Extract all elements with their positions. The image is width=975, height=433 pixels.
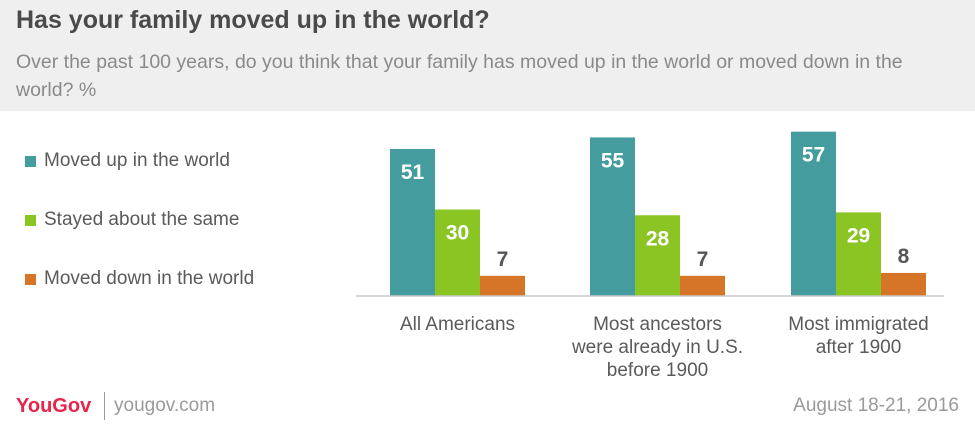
legend-label-moved-up: Moved up in the world <box>44 150 230 171</box>
chart-subtitle: Over the past 100 years, do you think th… <box>16 51 903 101</box>
footer-site: yougov.com <box>114 395 216 416</box>
legend-item-moved-down: Moved down in the world <box>25 267 254 291</box>
value-label-stayed-3: 29 <box>847 224 870 247</box>
value-label-moved-up-1: 51 <box>401 161 425 184</box>
chart-title: Has your family moved up in the world? <box>16 6 490 34</box>
category-label-1-line-1: All Americans <box>400 314 515 335</box>
value-label-moved-down-3: 8 <box>898 245 910 268</box>
category-label-3-line-2: after 1900 <box>816 337 902 358</box>
legend-swatch-stayed <box>25 214 36 226</box>
category-label-2-line-2: were already in U.S. <box>571 337 743 358</box>
bar-moved-up-3 <box>791 131 836 296</box>
value-label-moved-up-2: 55 <box>601 149 625 172</box>
bar-stayed-2 <box>635 215 680 296</box>
bar-moved-up-2 <box>590 137 635 296</box>
legend-swatch-moved-up <box>25 155 36 167</box>
value-label-stayed-2: 28 <box>646 227 670 250</box>
legend-label-moved-down: Moved down in the world <box>44 268 255 289</box>
legend-item-stayed: Stayed about the same <box>25 208 239 232</box>
yougov-logo: YouGov <box>16 395 92 417</box>
bar-stayed-3 <box>836 212 881 296</box>
footer-divider <box>104 392 105 420</box>
bar-stayed-1 <box>435 209 480 296</box>
value-label-moved-up-3: 57 <box>802 144 825 167</box>
legend-label-stayed: Stayed about the same <box>44 209 240 230</box>
bar-moved-down-3 <box>881 272 926 296</box>
bar-moved-down-2 <box>680 275 725 296</box>
value-label-moved-down-2: 7 <box>697 248 709 271</box>
bar-moved-up-1 <box>390 148 435 296</box>
value-label-moved-down-1: 7 <box>497 248 509 271</box>
legend-swatch-moved-down <box>25 273 36 285</box>
footer-date: August 18-21, 2016 <box>793 395 959 416</box>
header-band: Has your family moved up in the world? O… <box>0 0 975 111</box>
value-label-stayed-1: 30 <box>446 222 469 245</box>
category-label-2-line-3: before 1900 <box>607 360 708 381</box>
legend-item-moved-up: Moved up in the world <box>25 149 230 173</box>
bar-moved-down-1 <box>480 275 525 296</box>
category-label-2-line-1: Most ancestors <box>593 314 722 335</box>
category-label-3-line-1: Most immigrated <box>788 314 928 335</box>
